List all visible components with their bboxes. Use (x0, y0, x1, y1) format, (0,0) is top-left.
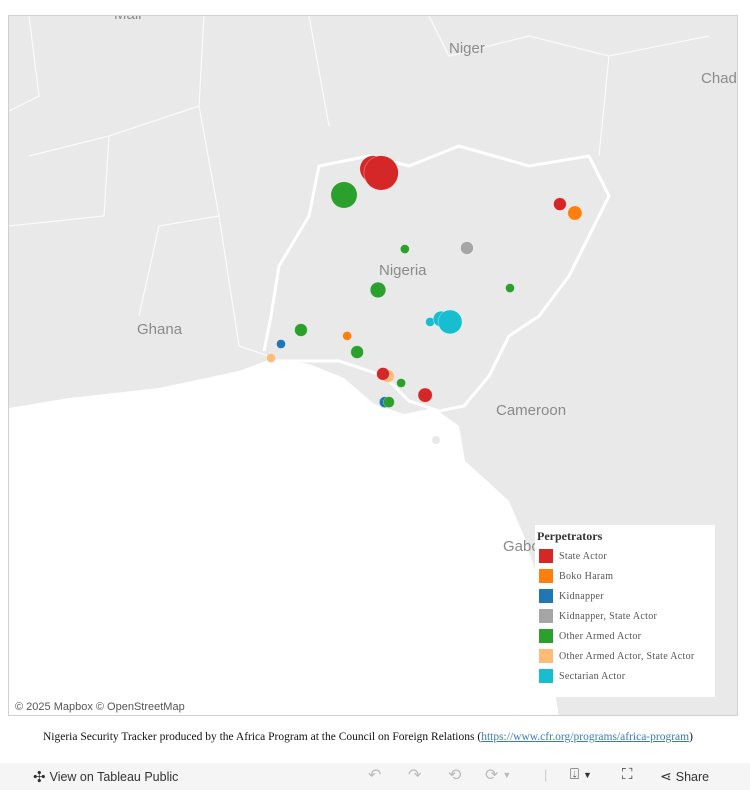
legend-item[interactable]: Sectarian Actor (535, 666, 715, 686)
legend-swatch (539, 649, 553, 663)
incident-mark[interactable] (376, 367, 390, 381)
map-attribution[interactable]: © 2025 Mapbox © OpenStreetMap (13, 701, 187, 713)
caption: Nigeria Security Tracker produced by the… (43, 731, 693, 743)
incident-mark[interactable] (417, 387, 433, 403)
download-button[interactable]: ⍗ ▼ (570, 766, 592, 783)
share-icon: ⋖ (660, 768, 672, 784)
caption-text: Nigeria Security Tracker produced by the… (43, 731, 482, 743)
incident-mark[interactable] (553, 197, 567, 211)
toolbar-divider: | (544, 768, 548, 782)
map-view[interactable]: Mali Niger Chad Nigeria Ghana Cameroon G… (8, 15, 738, 716)
country-label: Ghana (137, 321, 183, 338)
legend-label: State Actor (559, 550, 608, 562)
redo-button[interactable]: ↷ (408, 765, 421, 785)
incident-mark[interactable] (276, 339, 286, 349)
incident-mark[interactable] (330, 181, 358, 209)
revert-button[interactable]: ⟲ (448, 765, 461, 785)
caption-close: ) (689, 731, 693, 743)
incident-mark[interactable] (400, 244, 410, 254)
ocean (9, 359, 559, 715)
fullscreen-icon: ⛶ (622, 766, 633, 783)
legend-swatch (539, 589, 553, 603)
tableau-icon: ✣ (33, 769, 46, 786)
incident-mark[interactable] (350, 345, 364, 359)
legend-title: Perpetrators (537, 529, 603, 543)
legend-label: Kidnapper, State Actor (559, 610, 658, 622)
country-label: Chad (701, 70, 737, 87)
map-canvas[interactable] (9, 16, 738, 716)
legend-item[interactable]: Other Armed Actor (535, 626, 715, 646)
caption-link[interactable]: https://www.cfr.org/programs/africa-prog… (481, 731, 690, 743)
toolbar: ✣ View on Tableau Public ↶ ↷ ⟲ ⟳ ▼ | ⍗ ▼ ⛶… (0, 763, 750, 790)
legend-item[interactable]: Kidnapper (535, 586, 715, 606)
incident-mark[interactable] (369, 281, 387, 299)
incident-mark[interactable] (396, 378, 406, 388)
view-on-tableau-label: View on Tableau Public (49, 770, 179, 784)
legend-swatch (539, 609, 553, 623)
incident-mark[interactable] (342, 331, 352, 341)
refresh-button[interactable]: ⟳ ▼ (485, 765, 511, 785)
undo-button[interactable]: ↶ (368, 765, 381, 785)
incident-mark[interactable] (460, 241, 474, 255)
legend-item[interactable]: Other Armed Actor, State Actor (535, 646, 715, 666)
country-label: Mali (114, 16, 142, 23)
legend-swatch (539, 629, 553, 643)
legend-swatch (539, 669, 553, 683)
incident-mark[interactable] (437, 309, 463, 335)
redo-icon: ↷ (408, 767, 422, 784)
revert-icon: ⟲ (448, 767, 462, 784)
view-on-tableau-button[interactable]: ✣ View on Tableau Public (33, 768, 178, 786)
legend-item[interactable]: Kidnapper, State Actor (535, 606, 715, 626)
country-label: Niger (449, 40, 485, 57)
incident-mark[interactable] (383, 396, 395, 408)
incident-mark[interactable] (266, 353, 276, 363)
share-label: Share (675, 769, 710, 784)
undo-icon: ↶ (368, 767, 382, 784)
country-label: Nigeria (379, 262, 427, 279)
legend: Perpetrators State Actor Boko Haram Kidnap… (535, 525, 715, 697)
legend-label: Other Armed Actor, State Actor (559, 650, 695, 662)
legend-swatch (539, 549, 553, 563)
fullscreen-button[interactable]: ⛶ (622, 766, 633, 783)
legend-item[interactable]: State Actor (535, 546, 715, 566)
share-button[interactable]: ⋖ Share (660, 768, 709, 785)
incident-mark[interactable] (567, 205, 583, 221)
download-icon: ⍗ (570, 766, 580, 783)
incident-mark[interactable] (505, 283, 515, 293)
chevron-down-icon: ▼ (502, 770, 512, 780)
nigeria-border (262, 144, 611, 413)
legend-label: Kidnapper (559, 590, 604, 602)
refresh-icon: ⟳ (485, 767, 499, 784)
legend-label: Sectarian Actor (559, 670, 626, 682)
incident-mark[interactable] (363, 155, 399, 191)
legend-swatch (539, 569, 553, 583)
country-label: Cameroon (496, 402, 567, 419)
bioko-island (432, 436, 440, 444)
legend-label: Other Armed Actor (559, 630, 642, 642)
legend-label: Boko Haram (559, 570, 614, 582)
legend-item[interactable]: Boko Haram (535, 566, 715, 586)
incident-mark[interactable] (294, 323, 308, 337)
chevron-down-icon: ▼ (583, 769, 592, 780)
map-boundaries (9, 16, 710, 357)
